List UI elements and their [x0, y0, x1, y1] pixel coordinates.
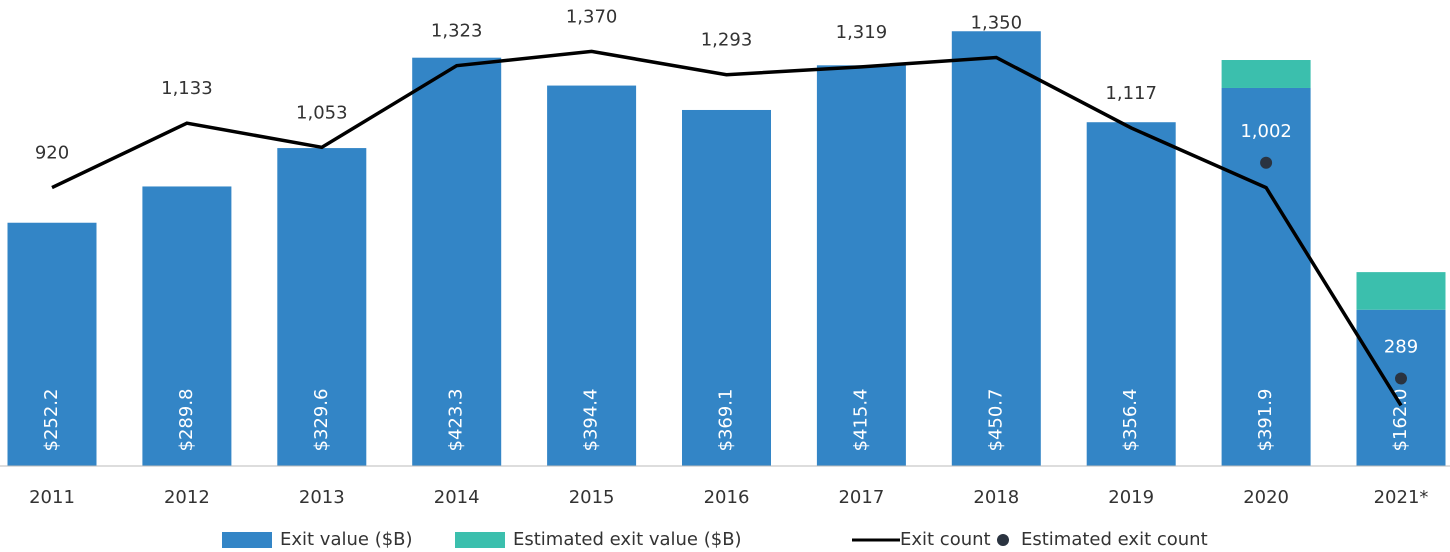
- x-tick-label: 2012: [164, 487, 210, 508]
- legend-label: Exit value ($B): [280, 529, 413, 550]
- x-tick-label: 2011: [29, 487, 75, 508]
- bar-value-label: $423.3: [446, 389, 467, 452]
- legend-swatch: [997, 534, 1009, 546]
- legend-swatch: [455, 532, 505, 548]
- count-label: 1,370: [566, 6, 618, 27]
- bar: [7, 222, 97, 466]
- bar: [951, 31, 1041, 466]
- bar: [682, 109, 771, 466]
- bar-value-label: $252.2: [41, 389, 62, 452]
- x-tick-label: 2016: [704, 487, 750, 508]
- bar: [547, 85, 637, 467]
- bar-value-label: $329.6: [311, 389, 332, 452]
- legend-label: Estimated exit count: [1021, 529, 1208, 550]
- x-tick-label: 2020: [1243, 487, 1289, 508]
- bar-value-label: $391.9: [1255, 389, 1276, 452]
- bar: [1356, 309, 1446, 466]
- bar-value-label: $415.4: [850, 389, 871, 452]
- legend-label: Estimated exit value ($B): [513, 529, 742, 550]
- x-tick-label: 2015: [569, 487, 615, 508]
- x-tick-label: 2021*: [1374, 487, 1429, 508]
- bar: [1221, 60, 1311, 88]
- count-label: 1,323: [431, 21, 483, 42]
- bar-value-label: $450.7: [985, 389, 1006, 452]
- x-tick-label: 2017: [838, 487, 884, 508]
- bar-value-label: $162.0: [1390, 389, 1411, 452]
- bar: [142, 186, 232, 466]
- bar-value-label: $369.1: [716, 389, 737, 452]
- count-label: 1,350: [971, 12, 1023, 33]
- bar-value-label: $394.4: [581, 389, 602, 452]
- count-label: 1,319: [836, 22, 888, 43]
- bar: [816, 65, 906, 467]
- count-label: 1,133: [161, 78, 213, 99]
- x-tick-label: 2018: [973, 487, 1019, 508]
- bar-value-label: $289.8: [176, 389, 197, 452]
- bar: [1086, 122, 1176, 466]
- estimated-count-dot: [1260, 156, 1273, 169]
- bar: [412, 57, 502, 467]
- estimated-count-label: 289: [1384, 337, 1418, 358]
- bar: [1356, 272, 1446, 310]
- estimated-count-dot: [1395, 372, 1407, 385]
- bar: [1221, 87, 1311, 466]
- count-label: 1,117: [1105, 83, 1157, 104]
- bar: [277, 148, 367, 466]
- count-label: 1,053: [296, 102, 348, 123]
- x-tick-label: 2013: [299, 487, 345, 508]
- bar-value-label: $356.4: [1120, 389, 1141, 452]
- legend-label: Exit count: [900, 529, 991, 550]
- count-label: 920: [35, 143, 69, 164]
- count-line: [51, 49, 1403, 407]
- x-tick-label: 2014: [434, 487, 480, 508]
- count-label: 1,293: [701, 30, 753, 51]
- legend-swatch: [222, 532, 272, 548]
- x-tick-label: 2019: [1108, 487, 1154, 508]
- estimated-count-label: 1,002: [1240, 121, 1292, 142]
